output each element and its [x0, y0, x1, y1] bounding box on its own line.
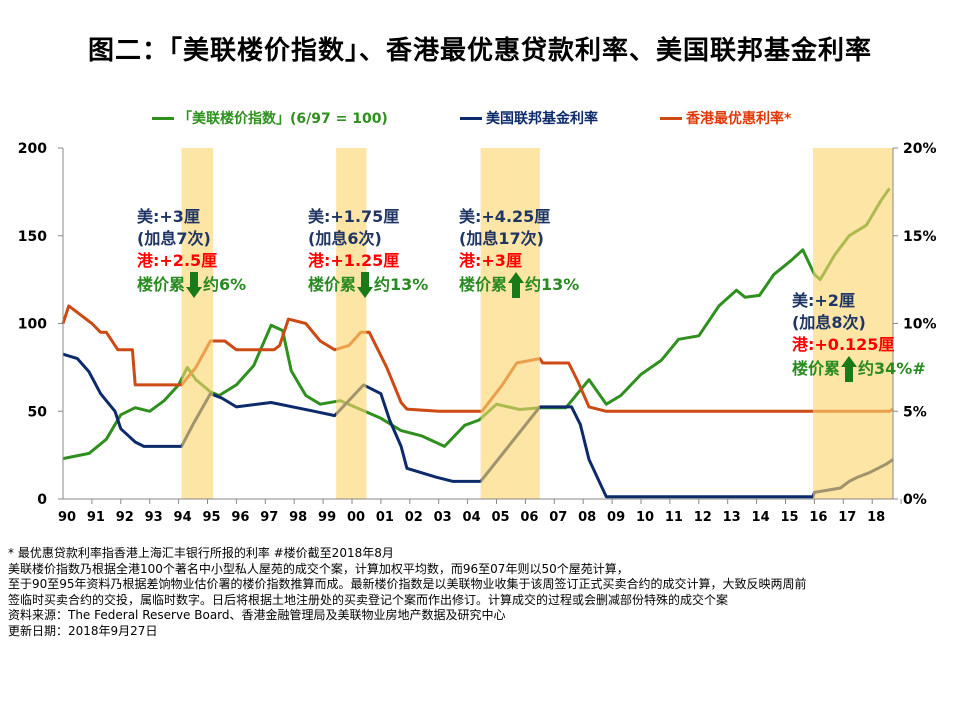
annotation-hikes: (加息17次) — [459, 229, 544, 248]
annotation-price-post: 约34%# — [858, 359, 926, 378]
x-tick-label: 17 — [838, 510, 856, 525]
x-tick-label: 99 — [318, 510, 336, 525]
annotation-hk: 港:+3厘 — [459, 251, 522, 270]
annotation-hk: 港:+2.5厘 — [137, 251, 218, 270]
annotation-hk: 港:+1.25厘 — [308, 251, 400, 270]
footnote-line: 至于90至95年资料乃根据差饷物业估价署的楼价指数推算而成。最新楼价指数是以美联… — [8, 577, 807, 591]
update-date: 更新日期：2018年9月27日 — [8, 623, 158, 638]
footnote-line: * 最优惠贷款利率指香港上海汇丰银行所报的利率 #楼价截至2018年8月 — [8, 546, 394, 560]
series-line-prime — [61, 304, 894, 413]
y-left-tick-label: 50 — [28, 404, 48, 420]
y-left-tick-label: 150 — [18, 229, 47, 245]
x-tick-label: 05 — [491, 510, 509, 525]
annotation-us: 美:+1.75厘 — [308, 207, 400, 226]
y-right-tick-label: 0% — [903, 492, 927, 508]
legend-swatch-index — [152, 116, 174, 120]
legend-label-index: 「美联楼价指数」(6/97 = 100) — [178, 111, 388, 127]
annotation-price-pre: 楼价累 — [137, 275, 186, 294]
x-tick-label: 04 — [463, 510, 481, 525]
x-tick-label: 16 — [809, 510, 827, 525]
x-tick-label: 91 — [87, 510, 105, 525]
x-tick-label: 10 — [636, 510, 654, 525]
annotation-us: 美:+4.25厘 — [459, 207, 551, 226]
annotation-2004: 美:+4.25厘 (加息17次) 港:+3厘 楼价累 约13% — [459, 206, 579, 298]
legend-swatch-fed — [460, 116, 482, 120]
x-tick-label: 00 — [347, 510, 365, 525]
legend-swatch-prime — [660, 116, 682, 120]
x-tick-label: 07 — [549, 510, 567, 525]
y-left-tick-label: 0 — [37, 492, 47, 508]
annotation-us: 美:+3厘 — [137, 207, 200, 226]
annotation-hikes: (加息8次) — [792, 313, 866, 332]
annotation-price-pre: 楼价累 — [459, 275, 508, 294]
up-arrow-icon — [841, 356, 858, 382]
annotation-hk: 港:+0.125厘 — [792, 335, 895, 354]
x-tick-label: 06 — [520, 510, 538, 525]
legend-item-prime: 香港最优惠利率* — [660, 108, 791, 128]
y-left-tick-label: 100 — [18, 317, 47, 333]
y-right-tick-label: 10% — [903, 317, 937, 333]
rate-hike-period — [181, 148, 214, 499]
x-tick-label: 15 — [780, 510, 798, 525]
legend-label-fed: 美国联邦基金利率 — [486, 111, 598, 127]
x-tick-label: 09 — [607, 510, 625, 525]
annotation-price-post: 约6% — [203, 275, 247, 294]
annotation-price-post: 约13% — [374, 275, 429, 294]
x-tick-label: 90 — [58, 510, 76, 525]
annotation-price-post: 约13% — [525, 275, 580, 294]
x-tick-label: 12 — [694, 510, 712, 525]
chart-title: 图二：「美联楼价指数」、香港最优惠贷款利率、美国联邦基金利率 — [87, 36, 872, 66]
y-right-tick-label: 5% — [903, 404, 927, 420]
x-tick-label: 08 — [578, 510, 596, 525]
x-tick-label: 98 — [289, 510, 307, 525]
x-tick-label: 01 — [376, 510, 394, 525]
x-tick-label: 03 — [434, 510, 452, 525]
x-tick-label: 11 — [665, 510, 683, 525]
annotation-hikes: (加息6次) — [308, 229, 382, 248]
rate-hike-period — [480, 148, 540, 499]
up-arrow-icon — [508, 272, 525, 298]
y-right-tick-label: 20% — [903, 141, 937, 157]
annotation-2015: 美:+2厘 (加息8次) 港:+0.125厘 楼价累 约34%# — [792, 290, 926, 382]
footnote-line: 签临时买卖合约的交投，属临时数字。日后将根据土地注册处的买卖登记个案而作出修订。… — [8, 592, 729, 607]
footnotes: * 最优惠贷款利率指香港上海汇丰银行所报的利率 #楼价截至2018年8月 美联楼… — [8, 546, 807, 639]
legend-item-index: 「美联楼价指数」(6/97 = 100) — [152, 108, 388, 128]
x-tick-label: 96 — [231, 510, 249, 525]
x-tick-label: 97 — [260, 510, 278, 525]
annotation-1994: 美:+3厘 (加息7次) 港:+2.5厘 楼价累 约6% — [137, 206, 246, 298]
rate-hike-period — [812, 148, 893, 499]
rate-hike-period — [336, 148, 367, 499]
footnote-line: 美联楼价指数乃根据全港100个著名中小型私人屋苑的成交个案，计算加权平均数，而9… — [8, 561, 629, 576]
annotation-hikes: (加息7次) — [137, 229, 211, 248]
annotation-price-pre: 楼价累 — [792, 359, 841, 378]
y-right-tick-label: 15% — [903, 229, 937, 245]
legend-item-fed: 美国联邦基金利率 — [460, 108, 598, 128]
annotation-price-pre: 楼价累 — [308, 275, 357, 294]
x-tick-label: 18 — [867, 510, 885, 525]
annotation-us: 美:+2厘 — [792, 291, 855, 310]
x-tick-label: 92 — [116, 510, 134, 525]
source-line: 资料来源：The Federal Reserve Board、香港金融管理局及美… — [8, 608, 506, 622]
x-tick-label: 14 — [752, 510, 770, 525]
down-arrow-icon — [357, 272, 374, 298]
y-left-tick-label: 200 — [18, 141, 47, 157]
x-tick-label: 95 — [202, 510, 220, 525]
x-tick-label: 93 — [145, 510, 163, 525]
x-tick-label: 94 — [174, 510, 192, 525]
legend-label-prime: 香港最优惠利率* — [686, 111, 792, 127]
down-arrow-icon — [186, 272, 203, 298]
annotation-1999: 美:+1.75厘 (加息6次) 港:+1.25厘 楼价累 约13% — [308, 206, 428, 298]
x-tick-label: 02 — [405, 510, 423, 525]
x-tick-label: 13 — [723, 510, 741, 525]
